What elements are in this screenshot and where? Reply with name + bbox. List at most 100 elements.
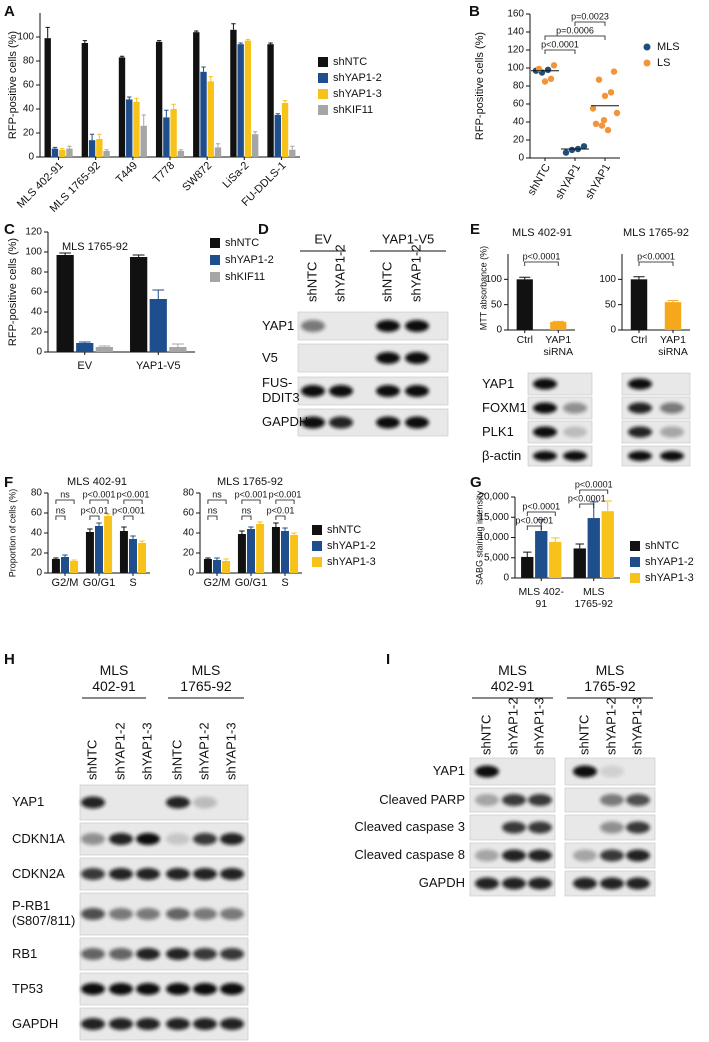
- y-tick-label: 0: [610, 325, 616, 336]
- bar: [130, 257, 148, 352]
- bar: [549, 541, 562, 578]
- band: [109, 1018, 133, 1030]
- error-bar: [268, 42, 273, 45]
- legend-swatch: [630, 573, 640, 583]
- point: [600, 117, 608, 124]
- legend-swatch: [630, 557, 640, 567]
- legend-swatch: [312, 557, 322, 567]
- significance-bracket: [275, 499, 295, 504]
- bar: [573, 548, 586, 578]
- row-label: Cleaved PARP: [379, 791, 465, 807]
- lane-label: shYAP1-3: [629, 697, 644, 755]
- error-bar: [87, 528, 93, 532]
- bar: [76, 343, 94, 352]
- error-bar: [519, 276, 531, 280]
- band: [376, 416, 400, 429]
- bar: [237, 44, 244, 158]
- band: [533, 451, 557, 461]
- panel-letter: B: [469, 3, 480, 20]
- legend-label: shYAP1-2: [645, 556, 694, 568]
- band: [405, 352, 429, 364]
- error-bar: [119, 55, 125, 58]
- error-bar: [52, 146, 58, 149]
- error-bar: [45, 26, 50, 39]
- band: [660, 451, 684, 461]
- panel-letter: E: [470, 221, 480, 238]
- group-label: MLS 402-91: [490, 662, 535, 695]
- legend-swatch: [318, 89, 328, 99]
- bar: [177, 151, 185, 157]
- point: [607, 89, 615, 96]
- panel-letter: C: [4, 221, 15, 238]
- band: [376, 320, 400, 332]
- legend-label: shYAP1-3: [333, 88, 382, 100]
- error-bar: [238, 42, 243, 45]
- error-bar: [223, 558, 229, 561]
- y-tick-label: 160: [507, 9, 524, 20]
- error-bar: [130, 535, 136, 539]
- bar: [601, 511, 614, 578]
- error-bar: [248, 526, 254, 529]
- error-bar: [53, 557, 59, 559]
- band: [573, 849, 597, 862]
- bar: [289, 149, 296, 157]
- x-tick-label: S: [281, 577, 288, 589]
- y-axis-label: Proportion of cells (%): [7, 489, 17, 578]
- group-label: EV: [314, 231, 332, 246]
- significance-bracket: [207, 515, 218, 520]
- bar: [51, 559, 60, 573]
- band: [573, 877, 597, 890]
- error-bar: [194, 30, 199, 33]
- band: [563, 402, 587, 414]
- bar: [119, 531, 128, 573]
- group-label: YAP1-V5: [382, 231, 435, 246]
- blot-strip: [527, 396, 593, 420]
- blot-strip: [621, 420, 691, 444]
- group-label: MLS 1765-92: [584, 662, 636, 695]
- band: [166, 1018, 190, 1030]
- legend-label: shYAP1-2: [327, 540, 376, 552]
- legend-swatch: [210, 238, 220, 248]
- point: [550, 62, 558, 69]
- y-tick-label: 40: [31, 528, 43, 539]
- lane-label: shYAP1-2: [505, 697, 520, 755]
- error-bar: [127, 96, 132, 100]
- error-bar: [201, 66, 206, 72]
- x-tick-label: Ctrl: [630, 334, 648, 346]
- y-tick-label: 80: [23, 56, 35, 67]
- lane-label: shYAP1-3: [139, 722, 154, 780]
- error-bar: [205, 557, 211, 559]
- legend-label: shYAP1-2: [333, 72, 382, 84]
- significance-bracket: [241, 499, 261, 504]
- significance-bracket: [123, 499, 143, 504]
- significance-bracket: [123, 515, 134, 520]
- x-tick-label: YAP1-V5: [136, 360, 180, 372]
- band: [81, 908, 105, 920]
- significance-label: p=0.0006: [556, 25, 594, 35]
- lane-label: shNTC: [379, 262, 394, 302]
- band: [528, 877, 552, 890]
- error-bar: [552, 320, 564, 322]
- error-bar: [67, 145, 72, 149]
- bar: [200, 71, 207, 157]
- band: [136, 983, 160, 995]
- error-bar: [282, 100, 288, 103]
- legend-label: shKIF11: [225, 271, 265, 283]
- panel-letter: F: [4, 474, 13, 491]
- significance-label: p<0.0001: [523, 251, 561, 261]
- band: [405, 320, 429, 332]
- point: [544, 66, 552, 74]
- chart-title: MLS 1765-92: [62, 241, 128, 253]
- x-tick-label: shYAP1: [583, 162, 613, 202]
- chart-title: MLS 402-91: [512, 227, 572, 239]
- y-tick-label: 60: [513, 99, 525, 110]
- lane-label: shNTC: [478, 715, 493, 755]
- x-tick-label: G2/M: [204, 577, 231, 589]
- band: [626, 849, 650, 862]
- error-bar: [139, 540, 145, 543]
- error-bar: [96, 522, 102, 526]
- error-bar: [59, 252, 72, 255]
- band: [193, 983, 217, 995]
- point: [592, 120, 600, 128]
- band: [563, 451, 587, 461]
